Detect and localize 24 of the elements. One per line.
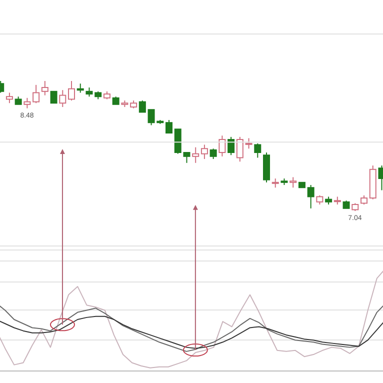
candlestick	[236, 136, 244, 162]
candlestick	[218, 135, 226, 157]
candlestick	[290, 176, 297, 188]
candlestick	[32, 84, 40, 104]
candlestick	[86, 87, 93, 98]
candlestick	[138, 100, 146, 113]
candlestick	[6, 92, 13, 104]
candlestick	[245, 138, 252, 150]
candlestick	[76, 83, 84, 94]
candlestick	[68, 81, 76, 101]
candlestick	[59, 90, 66, 108]
candlestick	[254, 142, 262, 158]
candlestick	[307, 184, 314, 209]
candlestick	[316, 194, 324, 205]
candlestick	[166, 120, 173, 134]
candlestick	[272, 178, 279, 188]
candlestick	[41, 81, 48, 96]
candlestick	[192, 146, 200, 164]
candlestick	[360, 194, 368, 205]
candlestick	[210, 148, 217, 160]
candlestick	[200, 144, 208, 160]
candlestick	[228, 136, 235, 156]
candlestick	[24, 97, 31, 109]
candlestick	[50, 90, 58, 104]
